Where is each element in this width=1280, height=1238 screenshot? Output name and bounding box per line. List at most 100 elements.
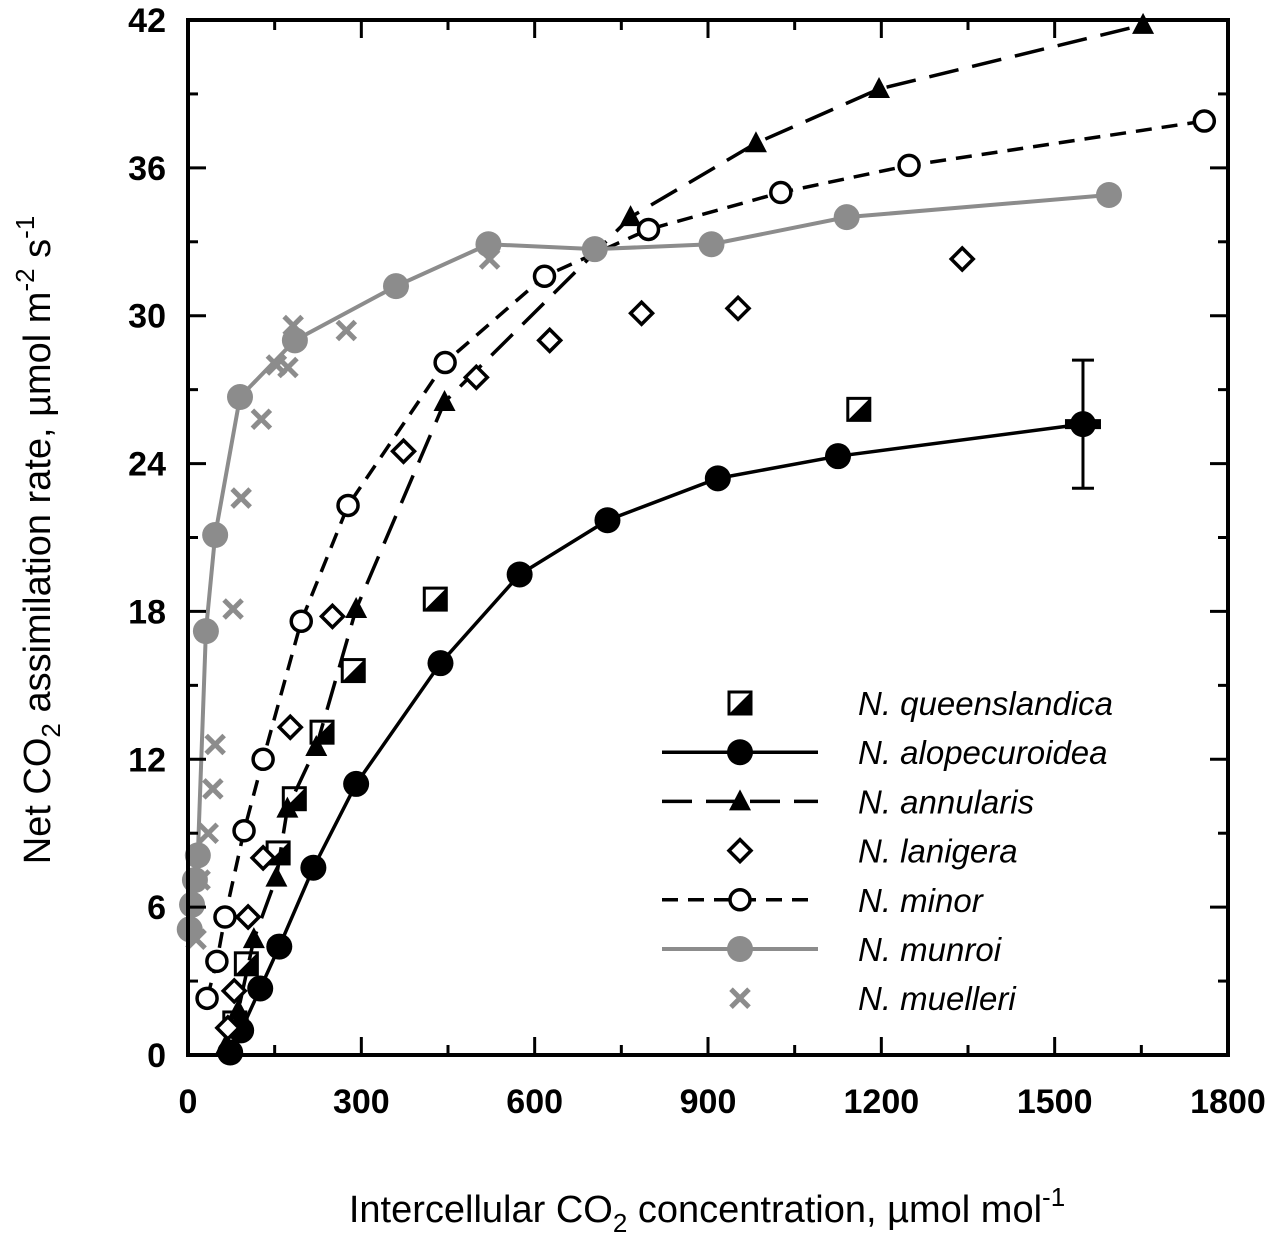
data-point bbox=[250, 408, 273, 430]
legend-item: N. queenslandica bbox=[727, 685, 1113, 722]
data-point bbox=[581, 236, 608, 263]
x-axis-label: Intercellular CO2 concentration, µmol mo… bbox=[349, 1182, 1065, 1238]
data-point bbox=[422, 586, 448, 612]
data-point bbox=[234, 903, 262, 931]
data-point bbox=[532, 264, 557, 289]
data-point bbox=[189, 869, 211, 891]
data-point bbox=[868, 77, 891, 98]
y-tick-label: 24 bbox=[128, 446, 166, 484]
legend-label: N. queenslandica bbox=[858, 685, 1113, 722]
data-point bbox=[727, 690, 753, 716]
series-n-muelleri bbox=[185, 248, 501, 950]
data-point bbox=[728, 888, 752, 912]
x-tick-label: 0 bbox=[179, 1083, 198, 1121]
cross-stroke bbox=[230, 487, 252, 509]
data-point bbox=[536, 326, 564, 354]
data-point bbox=[247, 975, 274, 1002]
data-point bbox=[433, 350, 457, 375]
x-tick-label: 300 bbox=[333, 1083, 390, 1121]
y-tick-label: 12 bbox=[128, 741, 166, 779]
legend-item: N. muelleri bbox=[729, 980, 1017, 1017]
data-point bbox=[230, 487, 252, 509]
data-point bbox=[227, 998, 250, 1020]
data-point bbox=[825, 443, 851, 470]
data-point bbox=[195, 986, 219, 1011]
legend-item: N. alopecuroidea bbox=[662, 734, 1108, 771]
data-point bbox=[628, 299, 656, 327]
cross-stroke bbox=[250, 408, 273, 430]
series-n-annularis bbox=[215, 12, 1155, 1055]
data-point bbox=[242, 927, 265, 949]
data-point bbox=[289, 609, 313, 634]
data-point bbox=[179, 891, 206, 918]
data-point bbox=[213, 905, 237, 929]
data-point bbox=[727, 936, 753, 962]
data-point bbox=[744, 131, 767, 153]
data-point bbox=[215, 1033, 238, 1055]
data-point bbox=[636, 217, 661, 242]
y-tick-label: 42 bbox=[128, 2, 166, 40]
data-point bbox=[232, 819, 256, 843]
data-point bbox=[698, 231, 725, 258]
square-fill bbox=[235, 952, 258, 975]
data-point bbox=[1192, 109, 1217, 133]
data-point bbox=[202, 522, 229, 549]
data-point bbox=[222, 598, 244, 620]
data-point bbox=[276, 796, 299, 818]
series-line bbox=[224, 23, 1144, 1046]
data-point bbox=[276, 713, 304, 741]
y-tick-label: 30 bbox=[128, 298, 166, 336]
data-point bbox=[184, 842, 211, 869]
data-point bbox=[249, 844, 277, 872]
data-point bbox=[833, 204, 860, 231]
data-point bbox=[265, 865, 288, 887]
series-n-queenslandica bbox=[222, 396, 872, 1036]
cross-stroke bbox=[185, 928, 207, 950]
cross-stroke bbox=[277, 356, 299, 379]
data-point bbox=[846, 396, 872, 422]
cross-stroke bbox=[222, 598, 244, 620]
data-point bbox=[305, 734, 328, 756]
data-point bbox=[251, 747, 275, 772]
y-tick-label: 18 bbox=[128, 593, 166, 631]
data-point bbox=[343, 770, 370, 797]
data-point bbox=[769, 180, 793, 205]
legend-item: N. annularis bbox=[662, 783, 1034, 820]
data-point bbox=[318, 602, 346, 630]
series-n-munroi bbox=[176, 181, 1122, 943]
data-point bbox=[506, 561, 533, 588]
data-point bbox=[204, 733, 226, 756]
x-tick-label: 900 bbox=[680, 1083, 737, 1121]
plot-frame bbox=[186, 18, 1230, 1057]
data-point bbox=[233, 951, 259, 977]
data-point bbox=[335, 319, 358, 342]
data-point bbox=[478, 248, 501, 270]
data-point bbox=[266, 933, 293, 960]
cross-stroke bbox=[729, 987, 751, 1009]
data-point bbox=[1095, 181, 1122, 208]
data-point bbox=[594, 507, 621, 534]
series-n-lanigera bbox=[214, 245, 976, 1042]
square-fill bbox=[847, 398, 870, 421]
data-point bbox=[300, 854, 327, 881]
data-point bbox=[462, 363, 490, 391]
data-point bbox=[704, 465, 731, 492]
data-point bbox=[185, 928, 207, 950]
x-tick-label: 600 bbox=[506, 1083, 563, 1121]
y-tick-label: 6 bbox=[147, 889, 166, 927]
data-point bbox=[726, 837, 754, 865]
data-point bbox=[214, 1014, 242, 1042]
x-tick-label: 1800 bbox=[1190, 1083, 1266, 1121]
data-point bbox=[277, 356, 299, 379]
y-tick-label: 0 bbox=[147, 1037, 166, 1075]
legend-label: N. lanigera bbox=[858, 833, 1018, 870]
cross-stroke bbox=[202, 778, 224, 800]
x-tick-label: 1500 bbox=[1017, 1083, 1093, 1121]
square-fill bbox=[729, 692, 751, 714]
data-point bbox=[197, 822, 219, 844]
data-point bbox=[729, 987, 751, 1009]
legend-label: N. munroi bbox=[858, 931, 1003, 968]
data-point bbox=[220, 977, 248, 1005]
cross-stroke bbox=[204, 733, 226, 756]
